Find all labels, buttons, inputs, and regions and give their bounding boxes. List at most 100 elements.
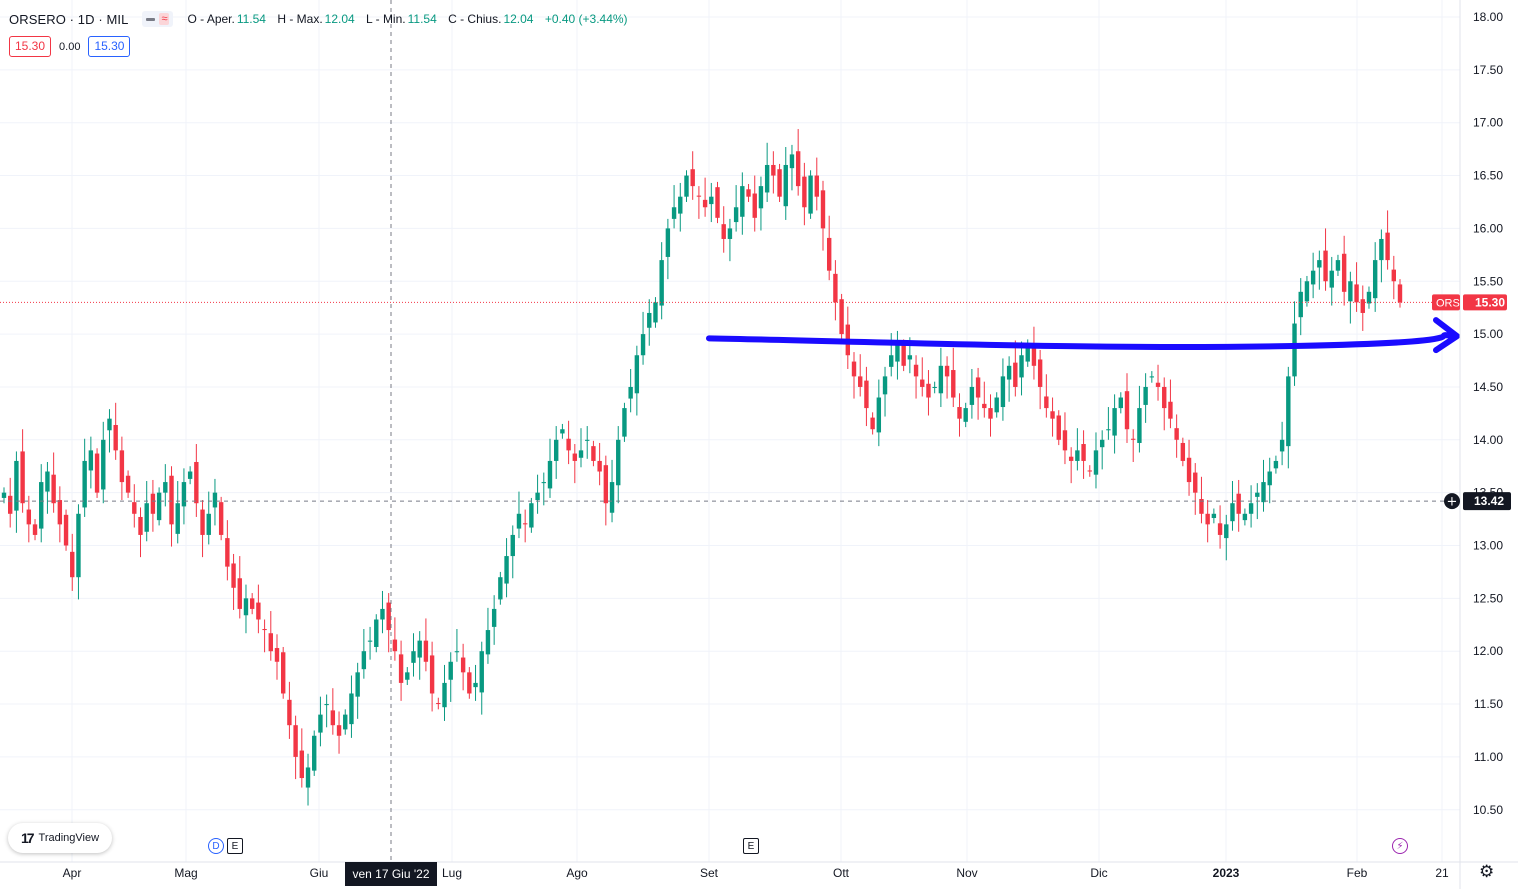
candle-body (460, 657, 466, 673)
candle-body (1248, 503, 1254, 514)
candle-body (194, 461, 199, 504)
candle-body (1385, 232, 1390, 261)
candle-body (8, 495, 13, 514)
candle-body (1081, 444, 1086, 461)
candle-body (628, 386, 633, 399)
time-tick-label: 21 (1435, 866, 1449, 880)
candle-body (547, 460, 553, 489)
symbol-title[interactable]: ORSERO · 1D · MIL (9, 11, 129, 27)
candle-body (349, 693, 354, 725)
candle-body (336, 725, 342, 736)
candle-body (560, 429, 565, 434)
candle-body (156, 492, 162, 521)
candle-body (876, 397, 882, 433)
candle-body (944, 365, 950, 377)
candle-body (1193, 472, 1198, 493)
time-tick-label: Dic (1090, 866, 1107, 880)
candle-body (572, 453, 578, 461)
price-tick-label: 11.50 (1474, 697, 1503, 711)
candle-body (715, 187, 720, 218)
legend-toggle[interactable]: ≈ (142, 11, 174, 27)
candle-body (913, 364, 919, 377)
ask-box[interactable]: 15.30 (88, 36, 131, 57)
candle-body (1143, 386, 1148, 405)
candle-body (169, 475, 174, 525)
time-tick-label: Lug (442, 866, 462, 880)
candle-body (1292, 323, 1297, 377)
candle-body (187, 471, 193, 479)
candle-body (398, 654, 404, 683)
candle-body (932, 386, 937, 389)
candle-body (901, 344, 906, 366)
candle-body (920, 379, 925, 387)
time-tick-label: Giu (310, 866, 329, 880)
candle-body (696, 195, 702, 197)
candle-body (1124, 391, 1130, 430)
candle-body (864, 380, 869, 409)
candle-body (690, 169, 695, 187)
candle-body (343, 714, 348, 730)
price-tick-label: 12.00 (1473, 644, 1503, 658)
candle-body (132, 502, 137, 514)
candle-body (1323, 250, 1328, 282)
candle-body (181, 482, 187, 507)
candle-body (1180, 442, 1186, 461)
candle-body (467, 672, 472, 694)
candle-body (305, 767, 311, 788)
close-value: 12.04 (503, 12, 534, 26)
candle-body (1099, 439, 1105, 448)
candle-body (504, 556, 509, 584)
candle-body (1068, 456, 1074, 461)
candle-body (1217, 523, 1223, 535)
candle-body (76, 513, 81, 578)
candle-body (274, 648, 280, 662)
candle-body (597, 460, 602, 472)
candle-body (684, 175, 689, 197)
candle-body (429, 655, 435, 694)
candle-body (535, 492, 540, 501)
crosshair-price-label: + 13.42 (1444, 492, 1511, 511)
candle-body (758, 186, 764, 209)
gear-icon[interactable]: ⚙ (1479, 862, 1495, 881)
candle-body (1075, 450, 1080, 461)
candle-body (802, 176, 807, 208)
tradingview-logo[interactable]: 17 TradingView (8, 823, 112, 853)
candle-body (566, 438, 571, 451)
price-tick-label: 11.00 (1474, 750, 1503, 764)
candle-body (1149, 376, 1155, 378)
candle-body (553, 439, 559, 461)
candle-body (771, 164, 776, 176)
candle-body (1093, 450, 1099, 475)
candle-body (603, 465, 609, 504)
earnings-marker[interactable]: E (227, 838, 243, 854)
crosshair-date-label: ven 17 Giu '22 (345, 862, 437, 886)
candle-body (1186, 457, 1192, 483)
candle-body (926, 383, 931, 398)
candle-body (392, 639, 398, 652)
candle-body (1000, 376, 1006, 408)
candle-body (752, 193, 757, 218)
open-label: O - Aper. (187, 12, 235, 26)
candle-body (659, 260, 664, 306)
dividend-marker[interactable]: D (208, 838, 224, 854)
candle-body (374, 619, 379, 647)
candle-body (1360, 299, 1365, 313)
time-tick-label: Set (700, 866, 719, 880)
candle-body (1174, 428, 1179, 440)
wave-icon: ≈ (159, 13, 170, 25)
candle-body (1013, 362, 1018, 387)
candle-body (498, 577, 503, 600)
candle-body (1366, 291, 1372, 304)
time-axis: Apr Mag Giu Lug Ago Set Ott Nov Dic 2023 Feb 21 (63, 866, 1449, 880)
candle-body (1279, 439, 1285, 452)
last-price-value: 15.30 (1475, 295, 1505, 309)
earnings-marker-2[interactable]: E (743, 838, 759, 854)
bolt-icon[interactable]: ⚡ (1392, 838, 1408, 854)
candle-body (1267, 471, 1272, 486)
bid-box[interactable]: 15.30 (9, 36, 52, 57)
candle-body (125, 475, 131, 493)
candle-body (1019, 355, 1024, 378)
candle-body (256, 602, 261, 620)
candle-body (938, 365, 944, 394)
